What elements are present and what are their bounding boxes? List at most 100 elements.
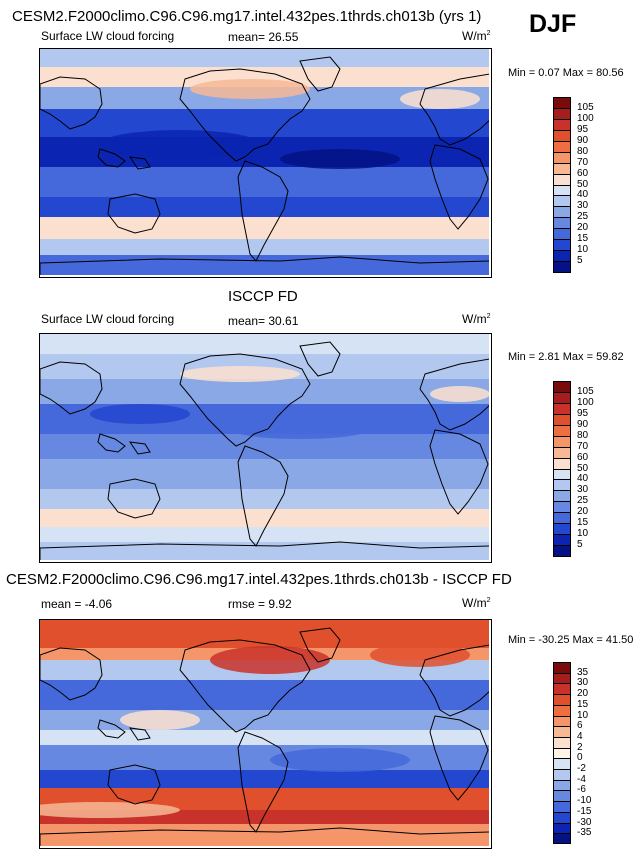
panel3-map (39, 619, 492, 849)
colorbar-swatch (553, 704, 571, 717)
colorbar-swatch (553, 769, 571, 781)
panel2-units-text: W/m (462, 312, 487, 326)
panel3-rmse: rmse = 9.92 (228, 597, 292, 611)
panel2-min-label: Min = (508, 351, 536, 363)
panel3-colorbar: 35 30 20 15 10 6 4 2 0 -2 -4 -6 -10 -15 -30 -35 (553, 662, 613, 845)
colorbar-label: 15 (577, 233, 589, 245)
panel3-units-text: W/m (462, 596, 487, 610)
colorbar-label: 95 (577, 407, 589, 419)
colorbar-swatch (553, 413, 571, 426)
colorbar-label: 40 (577, 189, 589, 201)
panel2-colorbar: 105 100 95 90 80 70 60 50 40 30 25 20 15 10 5 (553, 381, 613, 557)
colorbar-swatch (553, 479, 571, 491)
colorbar-swatch (553, 822, 571, 834)
colorbar-swatch (553, 118, 571, 131)
colorbar-swatch (553, 833, 571, 845)
panel1-map (39, 48, 492, 278)
panel1-title: CESM2.F2000climo.C96.C96.mg17.intel.432p… (12, 8, 482, 25)
colorbar-swatch (553, 261, 571, 273)
colorbar-label: 20 (577, 506, 589, 518)
colorbar-swatch (553, 228, 571, 240)
colorbar-label: -4 (577, 773, 586, 785)
colorbar-label: 10 (577, 709, 589, 721)
panel1-variable: Surface LW cloud forcing (41, 29, 175, 43)
colorbar-swatch (553, 97, 571, 109)
colorbar-swatch (553, 217, 571, 229)
colorbar-swatch (553, 523, 571, 535)
panel2-title: ISCCP FD (228, 288, 298, 305)
panel3-units: W/m2 (462, 596, 491, 610)
panel3-units-sup: 2 (486, 597, 491, 604)
panel2-units-sup: 2 (486, 313, 491, 320)
colorbar-label: 80 (577, 145, 589, 157)
colorbar-swatch (553, 151, 571, 164)
colorbar-label: 10 (577, 528, 589, 540)
colorbar-swatch (553, 779, 571, 791)
colorbar-label: 100 (577, 396, 594, 408)
colorbar-swatch (553, 501, 571, 513)
colorbar-label: 10 (577, 244, 589, 256)
colorbar-label: 15 (577, 517, 589, 529)
colorbar-label: -35 (577, 827, 592, 839)
colorbar-label: -10 (577, 795, 592, 807)
panel2-mean-label: mean= (228, 314, 266, 328)
colorbar-swatch (553, 790, 571, 802)
colorbar-label: 5 (577, 539, 583, 551)
colorbar-label: -15 (577, 805, 592, 817)
panel1-mean-label: mean= (228, 30, 266, 44)
panel1-min-value: 0.07 (538, 67, 560, 79)
colorbar-label: 90 (577, 418, 589, 430)
colorbar-swatch (553, 195, 571, 207)
colorbar-swatch (553, 129, 571, 142)
panel1-max-value: 80.56 (596, 67, 624, 79)
panel3-rmse-value: 9.92 (268, 597, 292, 611)
panel2-min-value: 2.81 (538, 351, 560, 363)
colorbar-swatch (553, 662, 571, 674)
panel3-mean-value: -4.06 (84, 597, 113, 611)
colorbar-label: 105 (577, 101, 594, 113)
colorbar-swatch (553, 381, 571, 393)
colorbar-label: 100 (577, 112, 594, 124)
colorbar-label: 0 (577, 752, 583, 764)
colorbar-label: 90 (577, 134, 589, 146)
panel2-map (39, 333, 492, 563)
colorbar-swatch (553, 446, 571, 459)
panel3-min-label: Min = (508, 634, 536, 646)
colorbar-label: 6 (577, 720, 583, 732)
colorbar-swatch (553, 715, 571, 727)
panel2-mean-value: 30.61 (268, 314, 299, 328)
colorbar-swatch (553, 811, 571, 824)
panel3-max-label: Max = (572, 634, 603, 646)
colorbar-swatch (553, 184, 571, 196)
colorbar-swatch (553, 736, 571, 749)
colorbar-label: 5 (577, 255, 583, 267)
colorbar-swatch (553, 402, 571, 415)
colorbar-swatch (553, 490, 571, 502)
colorbar-swatch (553, 424, 571, 437)
panel1-units-text: W/m (462, 29, 487, 43)
colorbar-label: 25 (577, 211, 589, 223)
colorbar-swatch (553, 534, 571, 546)
colorbar-label: 60 (577, 451, 589, 463)
colorbar-label: 20 (577, 222, 589, 234)
colorbar-label: 30 (577, 200, 589, 212)
panel3-mean: mean = -4.06 (41, 597, 112, 611)
colorbar-swatch (553, 694, 571, 706)
colorbar-label: 50 (577, 178, 589, 190)
colorbar-label: 2 (577, 741, 583, 753)
panel3-max-value: 41.50 (605, 634, 634, 646)
colorbar-label: 40 (577, 473, 589, 485)
colorbar-label: 20 (577, 688, 589, 700)
colorbar-label: 15 (577, 698, 589, 710)
panel1-min-label: Min = (508, 67, 536, 79)
colorbar-swatch (553, 545, 571, 557)
panel1-minmax: Min = 0.07 Max = 80.56 (508, 67, 624, 79)
panel1-units-sup: 2 (486, 30, 491, 37)
colorbar-label: 95 (577, 123, 589, 135)
colorbar-swatch (553, 801, 571, 813)
colorbar-swatch (553, 512, 571, 524)
colorbar-swatch (553, 747, 571, 759)
panel3-minmax: Min = -30.25 Max = 41.50 (508, 634, 633, 646)
colorbar-label: 60 (577, 167, 589, 179)
colorbar-label: 70 (577, 440, 589, 452)
